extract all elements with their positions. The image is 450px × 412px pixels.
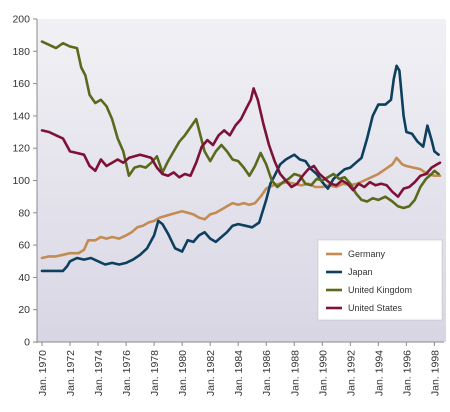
series-line-united-states	[40, 87, 442, 198]
x-tick-label: Jan. 1996	[401, 350, 413, 396]
x-tick-label: Jan. 1982	[205, 350, 217, 396]
x-tick-label: Jan. 1980	[177, 350, 189, 396]
legend-label-japan: Japan	[348, 267, 373, 277]
legend-label-united-kingdom: United Kingdom	[348, 285, 412, 295]
x-tick-label: Jan. 1984	[233, 350, 245, 396]
y-tick-label: 160	[12, 78, 30, 90]
x-tick-label: Jan. 1986	[261, 350, 273, 396]
x-tick-label: Jan. 1978	[149, 350, 161, 396]
y-tick-label: 60	[18, 240, 30, 252]
series-line-united-kingdom	[40, 40, 440, 210]
x-tick-label: Jan. 1994	[373, 350, 385, 396]
series-line-japan	[40, 64, 440, 273]
x-tick-label: Jan. 1990	[317, 350, 329, 396]
y-axis: 0 20 40 60 80 100 120 140 160 180 200	[12, 14, 38, 349]
legend: Germany Japan United Kingdom United States	[317, 239, 443, 321]
legend-label-united-states: United States	[348, 303, 403, 313]
y-tick-label: 20	[18, 304, 30, 316]
y-tick-label: 80	[18, 207, 30, 219]
x-tick-label: Jan. 1974	[93, 350, 105, 396]
y-tick-label: 100	[12, 175, 30, 187]
series-line-germany	[40, 156, 442, 260]
y-tick-label: 120	[12, 143, 30, 155]
series-lines	[40, 40, 442, 273]
y-tick-label: 140	[12, 110, 30, 122]
y-tick-label: 40	[18, 272, 30, 284]
x-tick-label: Jan. 1992	[345, 350, 357, 396]
x-tick-label: Jan. 1988	[289, 350, 301, 396]
x-tick-label: Jan. 1970	[37, 350, 49, 396]
x-tick-label: Jan. 1998	[429, 350, 441, 396]
x-axis: Jan. 1970 Jan. 1972 Jan. 1974 Jan. 1976 Jan.…	[37, 341, 444, 396]
y-tick-label: 180	[12, 46, 30, 58]
x-tick-label: Jan. 1976	[121, 350, 133, 396]
y-tick-label: 0	[24, 337, 30, 349]
y-tick-label: 200	[12, 14, 30, 26]
legend-label-germany: Germany	[348, 249, 386, 259]
x-tick-label: Jan. 1972	[65, 350, 77, 396]
legend-box	[317, 239, 443, 321]
